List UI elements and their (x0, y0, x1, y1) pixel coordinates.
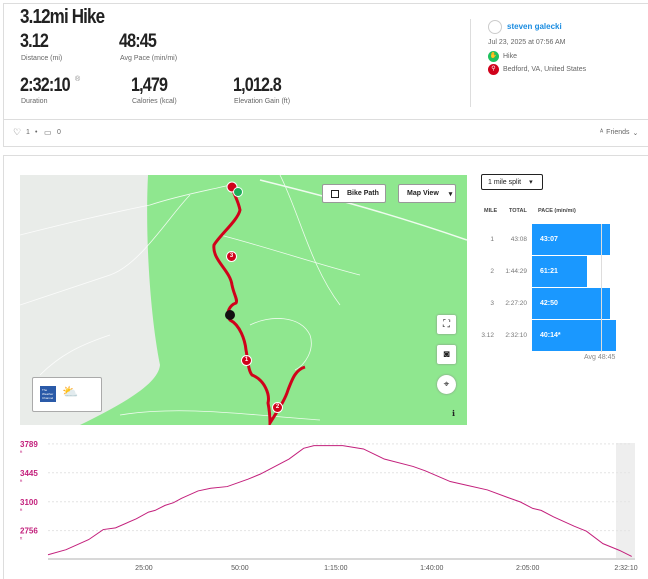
comment-icon[interactable]: ▭ (44, 128, 52, 137)
x-tick-label: 1:15:00 (324, 565, 347, 572)
split-total: 2:27:20 (505, 300, 527, 307)
route-card (3, 155, 648, 579)
distance-label: Distance (mi) (21, 55, 63, 62)
map-canvas (20, 175, 467, 425)
x-tick-label: 2:05:00 (516, 565, 539, 572)
activity-location: Bedford, VA, United States (503, 66, 587, 73)
header-pace: PACE (min/mi) (538, 208, 576, 214)
avatar[interactable] (488, 20, 502, 34)
split-mile: 1 (490, 236, 494, 243)
split-total: 1:44:29 (505, 268, 527, 275)
weather-widget[interactable]: The Weather Channel ⛅ (32, 377, 102, 412)
duration-value: 2:32:10 (20, 75, 71, 96)
map-view-label: Map View (407, 190, 439, 197)
y-tick-label: 3100 (20, 498, 38, 507)
caret-down-icon: ▾ (529, 179, 533, 186)
separator-dot: • (35, 129, 38, 136)
x-tick-label: 2:32:10 (614, 565, 637, 572)
pace-value: 48:45 (119, 31, 157, 52)
user-name-link[interactable]: steven galecki (507, 22, 562, 31)
x-tick-label: 1:40:00 (420, 565, 443, 572)
split-pace: 43:07 (540, 236, 558, 243)
split-dropdown-label: 1 mile split (488, 178, 522, 186)
split-dropdown[interactable]: 1 mile split ▾ (481, 174, 543, 190)
like-count: 1 (26, 129, 30, 136)
elevation-gain-value: 1,012.8 (233, 75, 282, 96)
average-pace-label: Avg 48:45 (584, 354, 616, 361)
people-icon: ᴬ (600, 129, 604, 136)
social-bar (3, 119, 648, 147)
mile-marker-1[interactable]: 1 (241, 355, 252, 366)
mile-marker-2[interactable]: 2 (272, 402, 283, 413)
privacy-dropdown[interactable]: ᴬ Friends ⌄ (600, 129, 638, 137)
header-mile: MILE (484, 208, 498, 214)
location-pin-icon: ⚲ (488, 64, 499, 75)
bike-path-label: Bike Path (347, 190, 379, 197)
duration-label: Duration (21, 98, 48, 105)
y-tick-label: 2756 (20, 527, 38, 536)
partly-sunny-icon: ⛅ (62, 384, 79, 399)
average-pace-line (600, 224, 602, 352)
split-mile: 3.12 (481, 332, 494, 339)
route-map[interactable]: 3 1 2 Bike Path Map View ▾ ⛶ ◙ ⌖ ℹ The We… (20, 175, 467, 425)
split-mile: 2 (490, 268, 494, 275)
hike-icon: ✋ (488, 51, 499, 62)
x-tick-label: 50:00 (231, 565, 249, 572)
bike-path-toggle[interactable]: Bike Path (322, 184, 386, 203)
x-tick-label: 25:00 (135, 565, 153, 572)
split-pace: 42:50 (540, 300, 558, 307)
distance-value: 3.12 (20, 31, 49, 52)
checkbox[interactable] (331, 189, 339, 198)
weather-channel-logo: The Weather Channel (40, 386, 56, 402)
caret-down-icon: ▾ (448, 190, 453, 198)
elevation-line (47, 445, 632, 557)
map-view-dropdown[interactable]: Map View ▾ (398, 184, 456, 203)
divider (470, 19, 471, 107)
activity-date: Jul 23, 2025 at 07:56 AM (488, 39, 566, 46)
y-unit-label: ft (20, 478, 23, 483)
comment-count: 0 (57, 129, 61, 136)
split-pace-bar: 61:21 (532, 256, 587, 287)
locate-icon[interactable]: ⌖ (437, 375, 456, 394)
mile-marker-3[interactable]: 3 (226, 251, 237, 262)
activity-title: 3.12mi Hike (20, 6, 105, 28)
activity-summary-card (3, 3, 648, 120)
y-unit-label: ft (20, 507, 23, 512)
split-pace-bar: 43:07 (532, 224, 610, 255)
split-total: 2:32:10 (505, 332, 527, 339)
split-pace-bar: 42:50 (532, 288, 611, 319)
calories-label: Calories (kcal) (132, 98, 177, 105)
like-icon[interactable]: ♡ (13, 127, 22, 137)
y-tick-label: 3789 (20, 440, 38, 449)
pace-label: Avg Pace (min/mi) (120, 55, 178, 62)
calories-value: 1,479 (131, 75, 168, 96)
y-tick-label: 3445 (20, 469, 38, 478)
chevron-down-icon: ⌄ (632, 130, 639, 137)
split-mile: 3 (490, 300, 494, 307)
activity-type: Hike (503, 53, 518, 60)
split-pace: 40:14* (540, 332, 561, 339)
recenter-icon[interactable]: ◙ (437, 345, 456, 364)
privacy-label: Friends (606, 129, 630, 136)
split-total: 43:08 (510, 236, 527, 243)
header-total: TOTAL (509, 208, 527, 214)
selection-band (616, 443, 635, 558)
fullscreen-icon[interactable]: ⛶ (437, 315, 456, 334)
elevation-gain-label: Elevation Gain (ft) (234, 98, 291, 105)
split-pace: 61:21 (540, 268, 558, 275)
map-info-icon[interactable]: ℹ (452, 409, 456, 418)
split-pace-bar: 40:14* (532, 320, 616, 351)
info-icon[interactable]: ® (75, 76, 81, 83)
y-unit-label: ft (20, 536, 23, 541)
y-unit-label: ft (20, 449, 23, 454)
